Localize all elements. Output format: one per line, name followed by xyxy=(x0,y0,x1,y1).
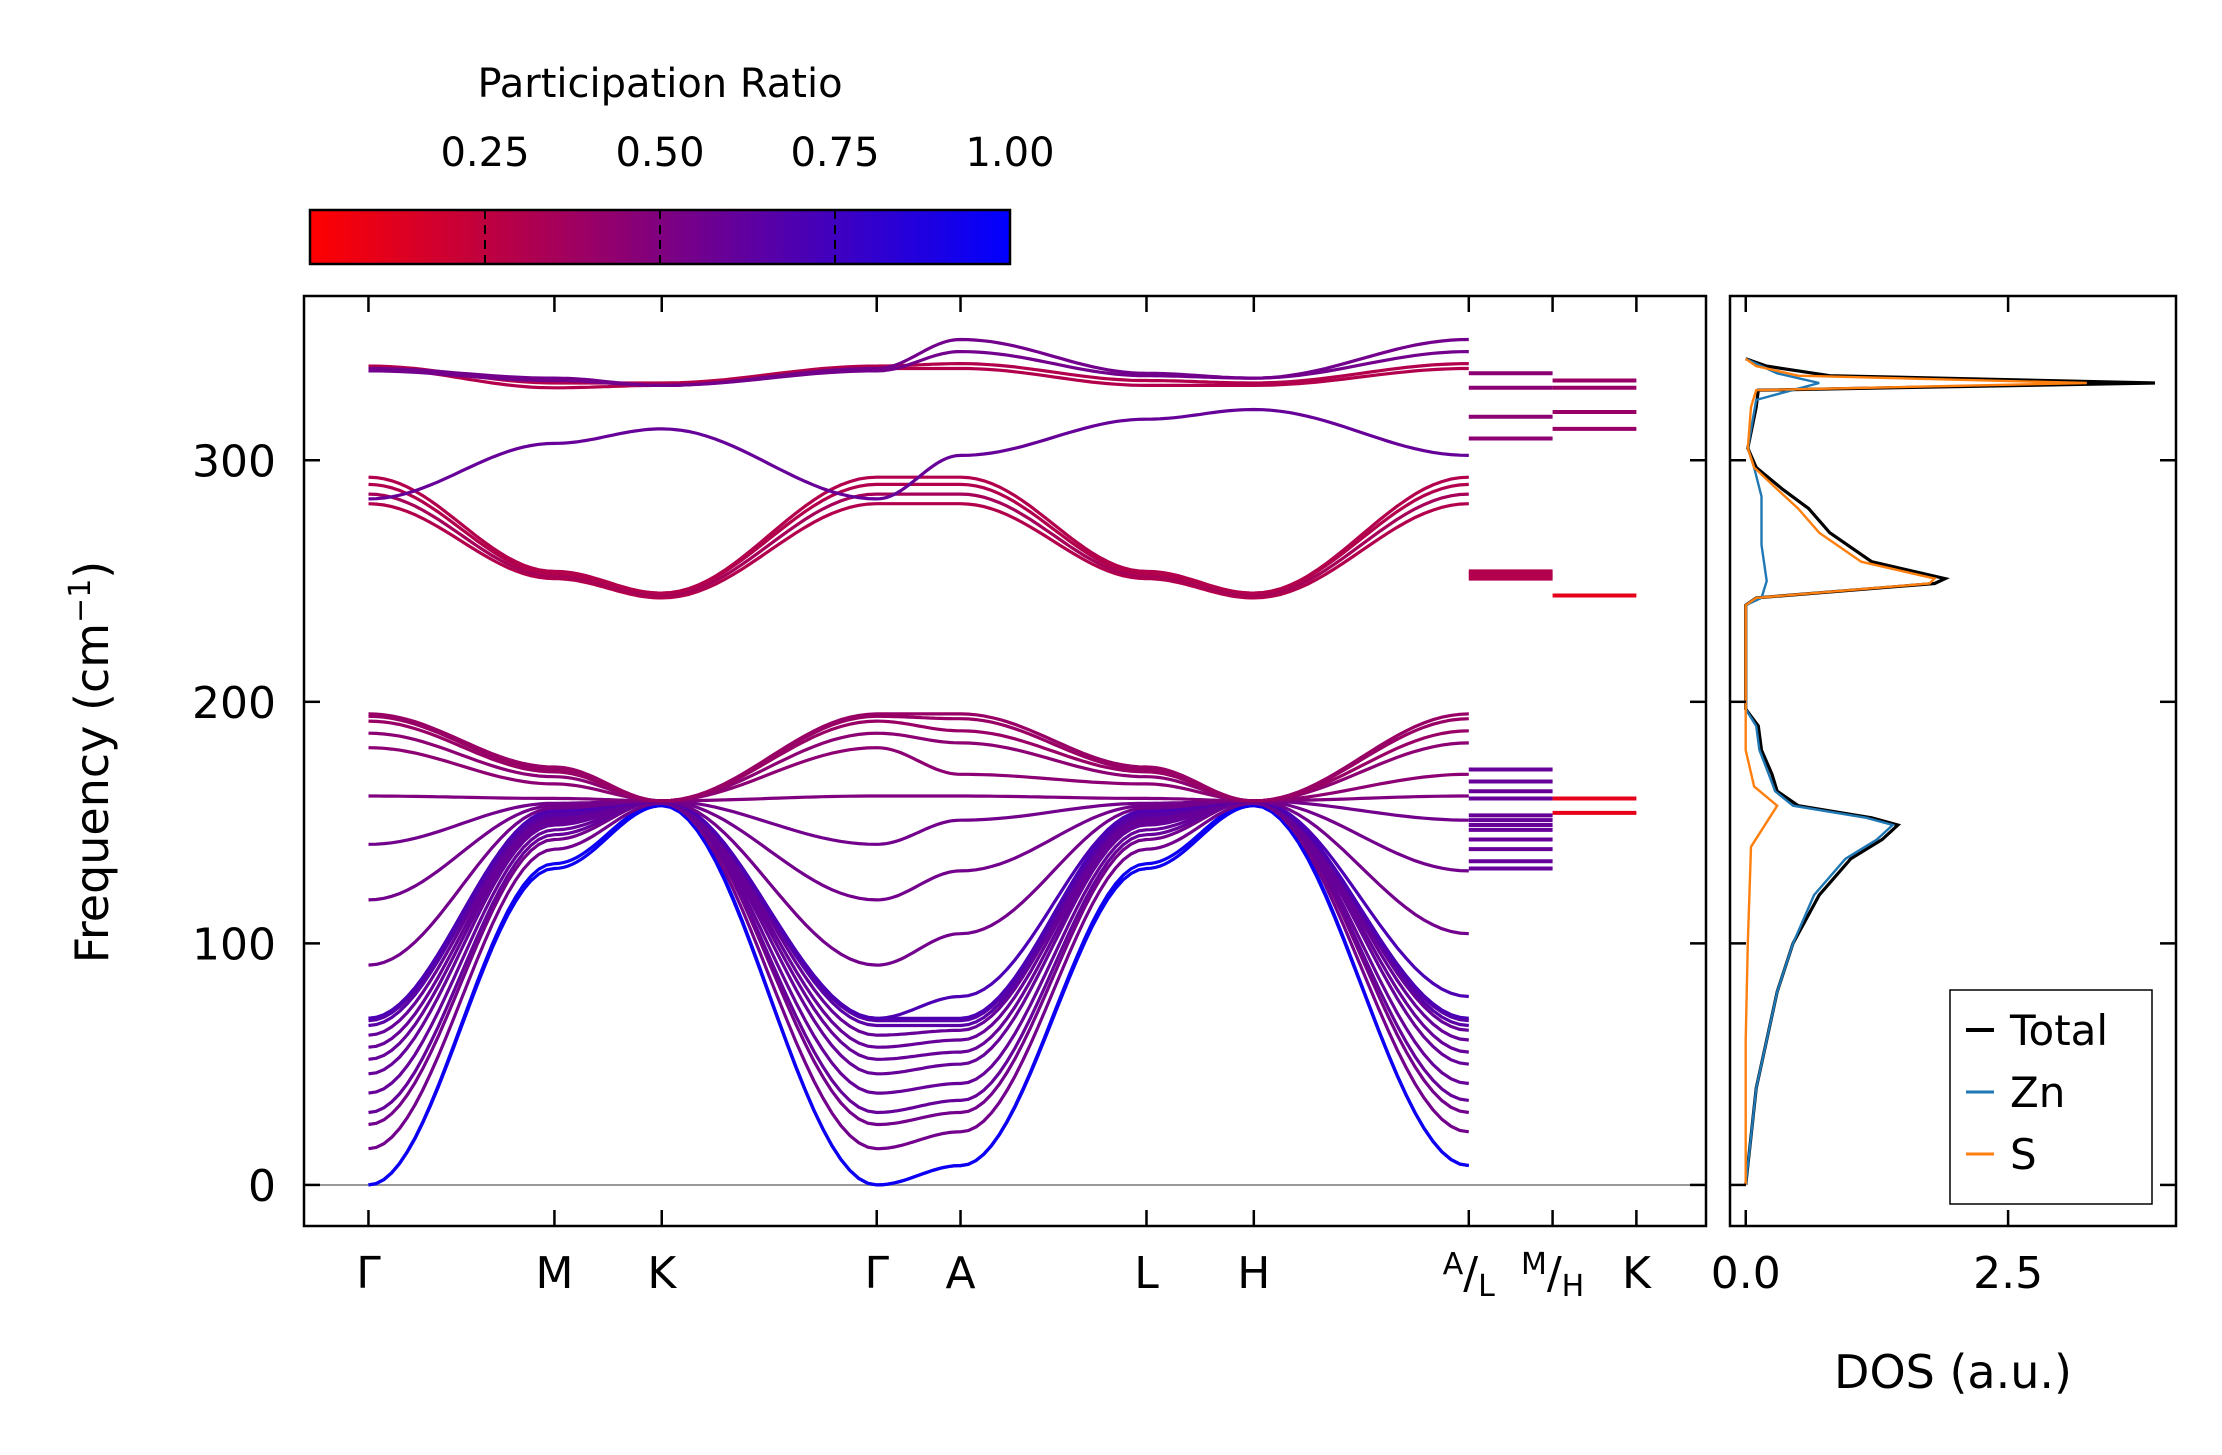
kpoint-label: L xyxy=(1134,1248,1159,1299)
kpoint-label: A xyxy=(945,1248,975,1299)
band-line xyxy=(368,492,1469,598)
band-line xyxy=(368,502,1469,600)
band-ytick-label: 200 xyxy=(192,678,276,729)
band-line xyxy=(368,801,1470,1151)
band-structure-panel: 0 100 200 300 Γ M K Γ A L H A/L M/H K Frequency (cm−… xyxy=(63,294,1708,1304)
band-axes-frame xyxy=(302,294,1708,1228)
dos-legend: Total Zn S xyxy=(1949,989,2153,1205)
legend-label: Zn xyxy=(2010,1068,2065,1117)
band-ytick-label: 100 xyxy=(192,919,276,970)
dos-xtick-label: 2.5 xyxy=(1973,1248,2043,1299)
kpoint-label: Γ xyxy=(356,1248,381,1299)
colorbar-tick-label: 0.25 xyxy=(440,130,529,176)
kpoint-label: K xyxy=(1622,1248,1652,1299)
legend-frame xyxy=(1949,989,2153,1205)
colorbar: Participation Ratio 0.25 0.50 0.75 1.00 xyxy=(308,61,1055,266)
kpoint-label: K xyxy=(647,1248,677,1299)
band-line xyxy=(368,366,1469,390)
dos-line-s xyxy=(1744,357,2087,1185)
dos-x-axis-title: DOS (a.u.) xyxy=(1834,1345,2072,1399)
kpoint-label: H xyxy=(1237,1248,1270,1299)
band-y-axis-title: Frequency (cm−1) xyxy=(63,561,119,964)
band-line xyxy=(368,712,1469,803)
colorbar-tick-label: 0.75 xyxy=(790,130,879,176)
legend-label: S xyxy=(2010,1130,2037,1179)
dos-axes-frame xyxy=(1728,294,2178,1228)
dos-xtick-label: 0.0 xyxy=(1711,1248,1781,1299)
kpoint-label: M/H xyxy=(1521,1247,1584,1304)
dos-panel: 0.0 2.5 DOS (a.u.) Total Zn S xyxy=(1711,294,2178,1399)
band-line xyxy=(368,337,1469,388)
colorbar-title: Participation Ratio xyxy=(477,61,842,107)
legend-label: Total xyxy=(2009,1006,2108,1055)
band-ytick-label: 300 xyxy=(192,436,276,487)
band-line xyxy=(368,362,1469,385)
band-line xyxy=(368,804,1470,1187)
colorbar-tick-label: 1.00 xyxy=(965,130,1054,176)
band-ytick-label: 0 xyxy=(248,1161,276,1212)
kpoint-label: M xyxy=(535,1248,573,1299)
dos-line-zn xyxy=(1744,357,1896,1186)
band-line xyxy=(368,407,1469,501)
kpoint-label: A/L xyxy=(1443,1247,1495,1304)
colorbar-tick-label: 0.50 xyxy=(615,130,704,176)
kpoint-label: Γ xyxy=(864,1248,889,1299)
